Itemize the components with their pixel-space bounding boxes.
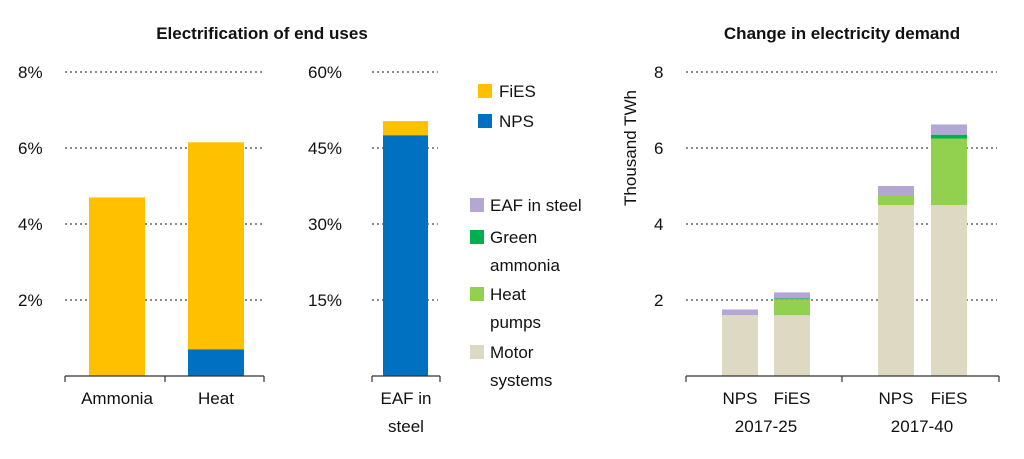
x-tick-label: Heat <box>198 389 234 408</box>
bar-segment <box>774 298 810 300</box>
bar-segment <box>774 315 810 376</box>
y-tick-label: 4 <box>654 215 663 234</box>
bar-segment <box>722 315 758 376</box>
legend-label: NPS <box>499 112 534 131</box>
legend-swatch <box>478 84 492 98</box>
x-tick-label: Ammonia <box>81 389 153 408</box>
bar-segment <box>878 205 914 376</box>
legend-swatch <box>478 114 492 128</box>
legend-label: pumps <box>490 313 541 332</box>
y-tick-label: 60% <box>308 63 342 82</box>
bar-segment <box>931 124 967 135</box>
legend-swatch <box>470 198 484 212</box>
x-tick-label: EAF in <box>380 389 431 408</box>
y-tick-label: 8 <box>654 63 663 82</box>
x-tick-label: NPS <box>723 389 758 408</box>
legend-swatch <box>470 345 484 359</box>
bar-segment <box>878 186 914 196</box>
bar-segment <box>774 292 810 299</box>
x-tick-label: steel <box>388 417 424 436</box>
legend-label: systems <box>490 371 552 390</box>
y-tick-label: 15% <box>308 291 342 310</box>
y-tick-label: 6 <box>654 139 663 158</box>
legend-label: Green <box>490 228 537 247</box>
y-tick-label: 8% <box>18 63 43 82</box>
y-tick-label: 6% <box>18 139 43 158</box>
panel-electricity-demand: 2 4 6 8 Thousand TWh NPS FiES NPS FiES 2017-25 201… <box>621 63 1000 436</box>
panel-electrification: 2% 4% 6% 8% Ammonia Heat <box>18 63 265 408</box>
legend-swatch <box>470 287 484 301</box>
y-tick-label: 45% <box>308 139 342 158</box>
y-tick-label: 4% <box>18 215 43 234</box>
legend-label: Motor <box>490 343 534 362</box>
y-tick-label: 2 <box>654 291 663 310</box>
legend: FiES NPS EAF in steel Green ammonia Heat pumps… <box>470 82 582 390</box>
y-tick-label: 30% <box>308 215 342 234</box>
bar-segment <box>931 134 967 139</box>
legend-label: FiES <box>499 82 536 101</box>
bar-nps <box>383 135 428 376</box>
chart-title-left: Electrification of end uses <box>156 24 368 43</box>
chart-title-right: Change in electricity demand <box>724 24 960 43</box>
x-tick-label: FiES <box>931 389 968 408</box>
y-tick-label: 2% <box>18 291 43 310</box>
bar-segment <box>722 309 758 316</box>
bar-segment <box>878 195 914 205</box>
bar-segment <box>931 138 967 205</box>
group-label: 2017-25 <box>735 417 797 436</box>
legend-label: ammonia <box>490 256 560 275</box>
x-tick-label: NPS <box>879 389 914 408</box>
x-tick-label: FiES <box>774 389 811 408</box>
y-axis-label: Thousand TWh <box>621 90 640 206</box>
bar-nps <box>188 349 244 376</box>
bar-segment <box>774 299 810 316</box>
legend-label: EAF in steel <box>490 196 582 215</box>
legend-swatch <box>470 230 484 244</box>
bar-fies <box>188 142 244 350</box>
legend-label: Heat <box>490 285 526 304</box>
group-label: 2017-40 <box>891 417 953 436</box>
bar-fies <box>383 121 428 136</box>
bar-fies <box>89 197 145 376</box>
panel-eaf-steel: 15% 30% 45% 60% EAF in steel <box>308 63 441 436</box>
bar-segment <box>931 205 967 376</box>
